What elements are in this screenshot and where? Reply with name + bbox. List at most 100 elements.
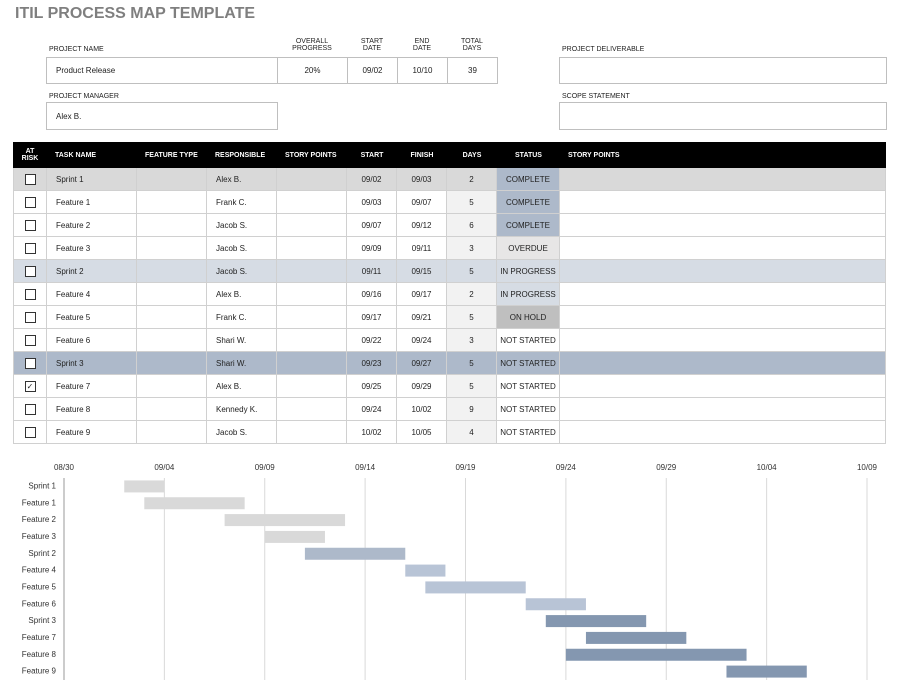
gantt-bar [545, 615, 647, 628]
at-risk-checkbox[interactable] [24, 403, 36, 415]
x-tick-label: 10/09 [857, 463, 878, 472]
at-risk-checkbox[interactable] [24, 357, 36, 369]
table-cell [137, 306, 207, 329]
table-cell: 09/21 [397, 306, 447, 329]
at-risk-checkbox[interactable] [24, 242, 36, 254]
table-cell [13, 329, 47, 352]
table-cell: Sprint 1 [47, 168, 137, 191]
table-cell: ✓ [13, 375, 47, 398]
at-risk-checkbox[interactable] [24, 311, 36, 323]
y-tick-label: Sprint 1 [28, 482, 56, 491]
table-cell [137, 329, 207, 352]
y-tick-label: Feature 3 [22, 532, 57, 541]
at-risk-checkbox[interactable] [24, 219, 36, 231]
table-cell [277, 214, 347, 237]
y-tick-label: Feature 2 [22, 515, 57, 524]
field-label: END DATE [412, 38, 432, 52]
field-label: TOTAL DAYS [461, 38, 483, 52]
table-cell: 10/02 [347, 421, 397, 444]
table-cell [277, 329, 347, 352]
y-tick-label: Feature 9 [22, 667, 57, 676]
table-cell: NOT STARTED [497, 329, 560, 352]
table-cell [277, 237, 347, 260]
y-tick-label: Feature 5 [22, 583, 57, 592]
table-cell [277, 168, 347, 191]
table-cell [560, 260, 886, 283]
table-cell [277, 352, 347, 375]
gantt-bar [224, 514, 346, 527]
table-cell [137, 421, 207, 444]
at-risk-checkbox[interactable] [24, 334, 36, 346]
table-cell [277, 398, 347, 421]
field-box [559, 102, 887, 130]
table-cell: Frank C. [207, 306, 277, 329]
table-cell [277, 421, 347, 444]
table-cell: Sprint 3 [47, 352, 137, 375]
at-risk-checkbox[interactable] [24, 426, 36, 438]
table-cell [13, 306, 47, 329]
x-tick-label: 09/09 [255, 463, 276, 472]
y-tick-label: Feature 6 [22, 599, 57, 608]
gantt-bar [264, 530, 325, 543]
table-cell [560, 375, 886, 398]
table-cell [137, 214, 207, 237]
table-cell: 09/07 [397, 191, 447, 214]
table-cell: COMPLETE [497, 168, 560, 191]
column-header: STATUS [515, 151, 542, 159]
table-cell [277, 375, 347, 398]
table-cell: 09/27 [397, 352, 447, 375]
column-header: RESPONSIBLE [215, 151, 266, 159]
column-header: TASK NAME [55, 151, 97, 159]
table-cell: 10/02 [397, 398, 447, 421]
table-cell: Feature 3 [47, 237, 137, 260]
field-label: PROJECT DELIVERABLE [562, 46, 645, 53]
y-tick-label: Sprint 3 [28, 616, 56, 625]
table-cell: Kennedy K. [207, 398, 277, 421]
table-cell: 09/25 [347, 375, 397, 398]
table-cell: 09/15 [397, 260, 447, 283]
table-cell [137, 237, 207, 260]
table-cell: Jacob S. [207, 237, 277, 260]
x-tick-label: 09/29 [656, 463, 677, 472]
table-cell: Alex B. [207, 168, 277, 191]
table-cell: IN PROGRESS [497, 260, 560, 283]
column-header: START [360, 151, 384, 159]
field-label: PROJECT NAME [49, 46, 104, 53]
table-cell: Jacob S. [207, 421, 277, 444]
table-cell [560, 352, 886, 375]
table-cell [560, 237, 886, 260]
table-cell: Feature 2 [47, 214, 137, 237]
table-cell: 2 [447, 283, 497, 306]
table-cell [560, 306, 886, 329]
at-risk-checkbox[interactable] [24, 288, 36, 300]
table-cell: 09/03 [347, 191, 397, 214]
table-cell: 09/03 [397, 168, 447, 191]
field-value: 39 [447, 57, 498, 84]
table-cell: Sprint 2 [47, 260, 137, 283]
table-cell: 2 [447, 168, 497, 191]
field-value: 09/02 [347, 57, 398, 84]
table-cell [560, 168, 886, 191]
table-cell: Feature 9 [47, 421, 137, 444]
table-cell [560, 398, 886, 421]
y-tick-label: Sprint 2 [28, 549, 56, 558]
x-tick-label: 09/19 [455, 463, 476, 472]
table-cell: Feature 5 [47, 306, 137, 329]
field-value: 10/10 [397, 57, 448, 84]
table-cell: Shari W. [207, 352, 277, 375]
table-cell: 09/12 [397, 214, 447, 237]
column-header: DAYS [462, 151, 482, 159]
gantt-chart: 08/30 09/04 09/09 09/14 09/19 09/24 09/29 10/04… [22, 463, 878, 680]
at-risk-checkbox[interactable] [24, 173, 36, 185]
table-cell [137, 191, 207, 214]
column-header: FEATURE TYPE [145, 151, 198, 159]
at-risk-checkbox[interactable] [24, 196, 36, 208]
at-risk-checkbox[interactable] [24, 265, 36, 277]
table-cell [13, 398, 47, 421]
field-label: SCOPE STATEMENT [562, 93, 630, 100]
at-risk-checkbox[interactable]: ✓ [24, 380, 36, 392]
table-cell [137, 352, 207, 375]
table-cell: Alex B. [207, 375, 277, 398]
field-label: OVERALL PROGRESS [292, 38, 332, 52]
